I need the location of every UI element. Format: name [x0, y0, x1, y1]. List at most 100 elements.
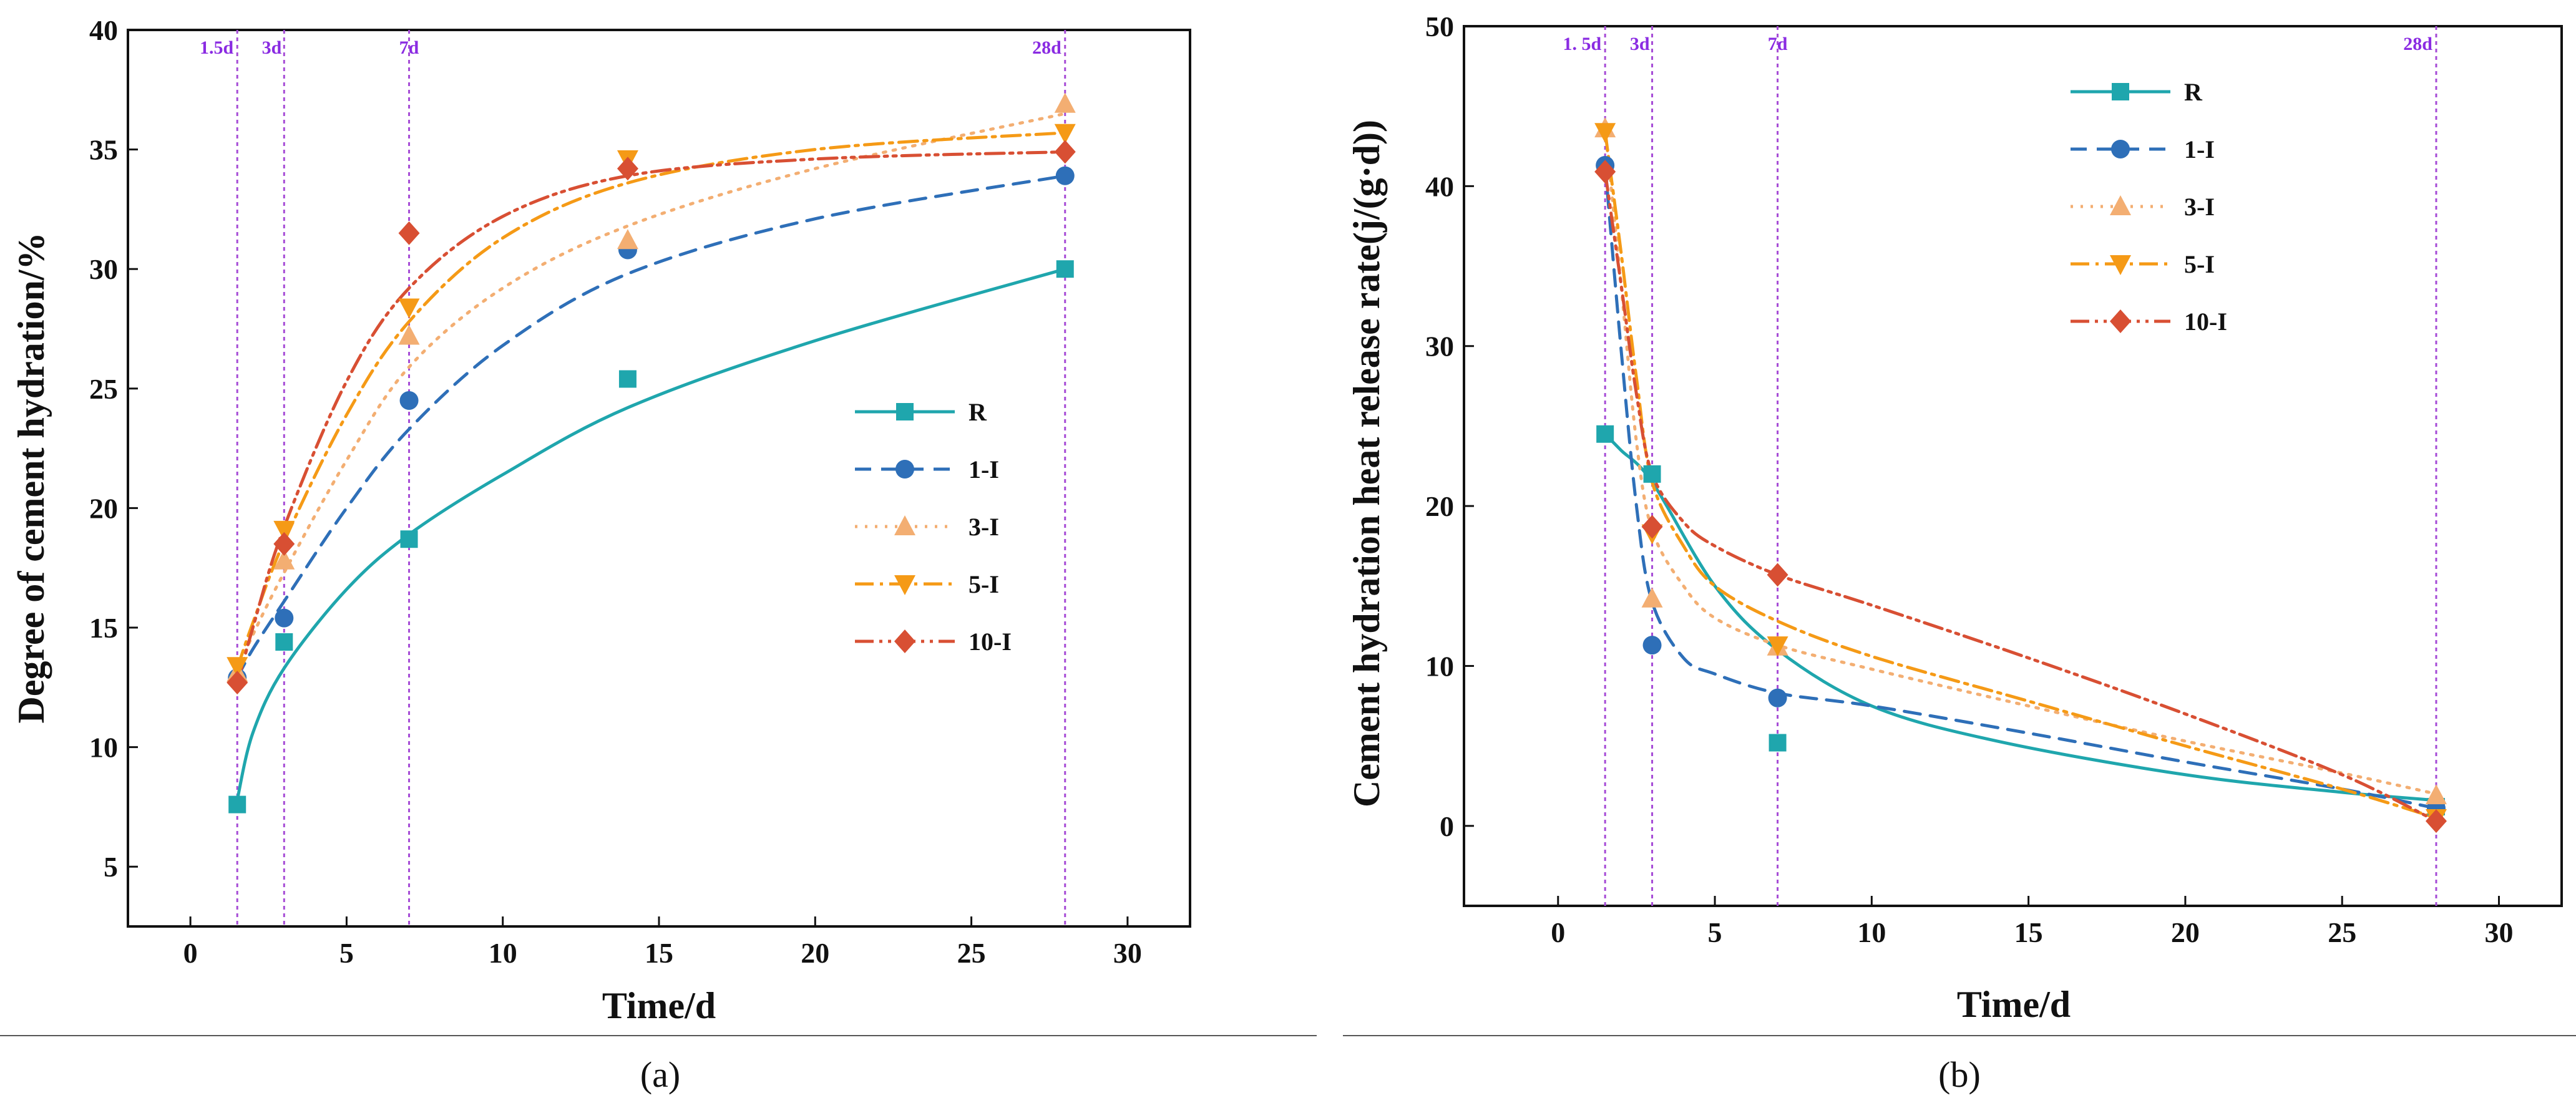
panel-a-data-point-1-i [275, 608, 294, 628]
panel-b-data-point-r [1769, 734, 1787, 752]
panel-a-y-tick-label: 10 [89, 732, 118, 764]
panel-b-legend-label-3-i: 3-I [2184, 193, 2215, 221]
panel-a-x-tick-label: 15 [645, 937, 673, 969]
panel-b-data-point-3-i [2425, 784, 2447, 805]
panel-a-legend-label-1-i: 1-I [968, 455, 999, 483]
panel-a-legend-label-r: R [968, 398, 987, 426]
panel-a-legend-marker-10-i [894, 629, 915, 653]
panel-b-x-tick-label: 20 [2171, 916, 2200, 948]
panel-a-data-point-r [400, 530, 418, 548]
panel-a-age-label: 28d [1032, 37, 1061, 58]
panel-b-y-tick-label: 40 [1425, 170, 1454, 202]
panel-a-y-tick-label: 40 [89, 14, 118, 46]
panel-b-legend-marker-10-i [2110, 309, 2131, 333]
panel-a-data-point-3-i [617, 229, 638, 250]
panel-b-fit-curve-10-i [1603, 170, 2438, 823]
panel-a-y-tick-label: 35 [89, 134, 118, 166]
panel-b-age-label: 7d [1768, 34, 1788, 54]
panel-b-legend-label-r: R [2184, 78, 2203, 106]
panel-b-fit-curve-5-i [1603, 130, 2438, 820]
panel-a-y-axis-title: Degree of cement hydration/% [11, 232, 52, 723]
panel-b-y-tick-label: 0 [1440, 810, 1454, 842]
panel-a-data-point-r [618, 370, 637, 388]
panel-b-x-tick-label: 10 [1857, 916, 1886, 948]
panel-a-fit-curve-3-i [235, 112, 1067, 673]
panel-a-data-point-10-i [398, 221, 420, 245]
panel-a-data-point-10-i [617, 157, 638, 181]
panel-b-data-point-r [1596, 425, 1614, 443]
panel-b-x-tick-label: 5 [1708, 916, 1722, 948]
panel-a-x-tick-label: 5 [339, 937, 354, 969]
panel-a-x-tick-label: 30 [1113, 937, 1142, 969]
panel-a-data-point-1-i [399, 391, 419, 410]
caption-b: (b) [1938, 1054, 1981, 1095]
panel-a-data-point-3-i [273, 549, 295, 570]
panel-a-y-tick-label: 25 [89, 373, 118, 405]
panel-a-data-point-10-i [273, 532, 295, 556]
panel-a-legend-marker-r [896, 403, 914, 420]
panel-a-legend-label-5-i: 5-I [968, 570, 999, 598]
panel-a-age-label: 7d [399, 37, 419, 58]
panel-a-fit-curve-r [235, 267, 1067, 802]
panel-b-plot-frame [1463, 25, 2563, 907]
panel-a-y-tick-label: 20 [89, 492, 118, 524]
panel-a-legend-label-10-i: 10-I [968, 628, 1012, 656]
panel-b-fit-curve-3-i [1603, 127, 2438, 796]
panel-b-fit-curve-1-i [1603, 163, 2438, 810]
panel-a-y-tick-label: 30 [89, 253, 118, 285]
panel-a-data-point-3-i [1054, 92, 1076, 113]
panel-b-y-axis-title: Cement hydration heat release rate(j/(g·… [1346, 120, 1387, 807]
panel-b-x-tick-label: 15 [2014, 916, 2043, 948]
panel-b-age-label: 3d [1630, 34, 1650, 54]
panel-a-legend-marker-1-i [895, 460, 914, 479]
panel-a-data-point-r [1056, 260, 1074, 278]
panel-b-y-tick-label: 50 [1425, 11, 1454, 42]
panel-a-data-point-3-i [398, 324, 420, 345]
panel-b-legend-label-10-i: 10-I [2184, 308, 2227, 336]
panel-b-data-point-10-i [1594, 160, 1616, 184]
panel-b-y-tick-label: 30 [1425, 331, 1454, 362]
panel-a-fit-curve-10-i [235, 150, 1067, 687]
panel-b-legend-marker-1-i [2111, 140, 2130, 158]
panel-a-data-point-10-i [1054, 140, 1076, 164]
panel-b-chart: 0 5 10 15 20 25 30 0 10 20 30 40 50 1. 5d 3d 7d 28d R 1-… [1346, 11, 2563, 1025]
panel-b-data-point-5-i [1767, 636, 1788, 657]
panel-a-x-axis-title: Time/d [602, 985, 716, 1026]
caption-a: (a) [640, 1054, 680, 1095]
panel-a-x-tick-label: 0 [183, 937, 198, 969]
panel-b-data-point-10-i [2425, 809, 2447, 833]
panel-a-age-label: 1.5d [200, 37, 234, 58]
panel-b-data-point-r [1643, 465, 1661, 483]
panel-a-data-point-r [275, 633, 293, 651]
panel-b-data-point-5-i [1594, 123, 1616, 143]
panel-a-legend-label-3-i: 3-I [968, 513, 999, 541]
panel-a-x-tick-label: 25 [957, 937, 986, 969]
panel-a-data-point-r [228, 795, 246, 814]
panel-b-legend-marker-3-i [2110, 195, 2131, 215]
panel-a-x-tick-label: 20 [801, 937, 829, 969]
panel-a-data-point-5-i [227, 657, 248, 678]
panel-b-data-point-1-i [1642, 636, 1662, 655]
panel-a-y-tick-label: 15 [89, 612, 118, 644]
panel-b-data-point-10-i [1767, 563, 1788, 587]
panel-a-data-point-5-i [398, 298, 420, 319]
panel-b-legend-label-5-i: 5-I [2184, 250, 2215, 278]
panel-b-x-tick-label: 30 [2484, 916, 2513, 948]
panel-a-data-point-5-i [1054, 124, 1076, 144]
panel-a-age-label: 3d [262, 37, 282, 58]
panel-b-y-tick-label: 20 [1425, 490, 1454, 522]
panel-a-fit-curve-5-i [235, 131, 1067, 670]
panel-b-data-point-10-i [1641, 515, 1663, 539]
panel-a-data-point-1-i [1055, 166, 1075, 185]
panel-a-data-point-5-i [273, 520, 295, 541]
panel-b-legend-marker-5-i [2110, 255, 2131, 275]
panel-a-x-tick-label: 10 [489, 937, 517, 969]
panel-b-data-point-1-i [1768, 688, 1787, 707]
panel-b-legend-marker-r [2112, 83, 2129, 100]
panel-a-plot-frame [127, 29, 1191, 928]
panel-b-data-point-3-i [1641, 587, 1663, 608]
panel-b-legend-label-1-i: 1-I [2184, 135, 2215, 163]
panel-a-fit-curve-1-i [235, 174, 1067, 679]
